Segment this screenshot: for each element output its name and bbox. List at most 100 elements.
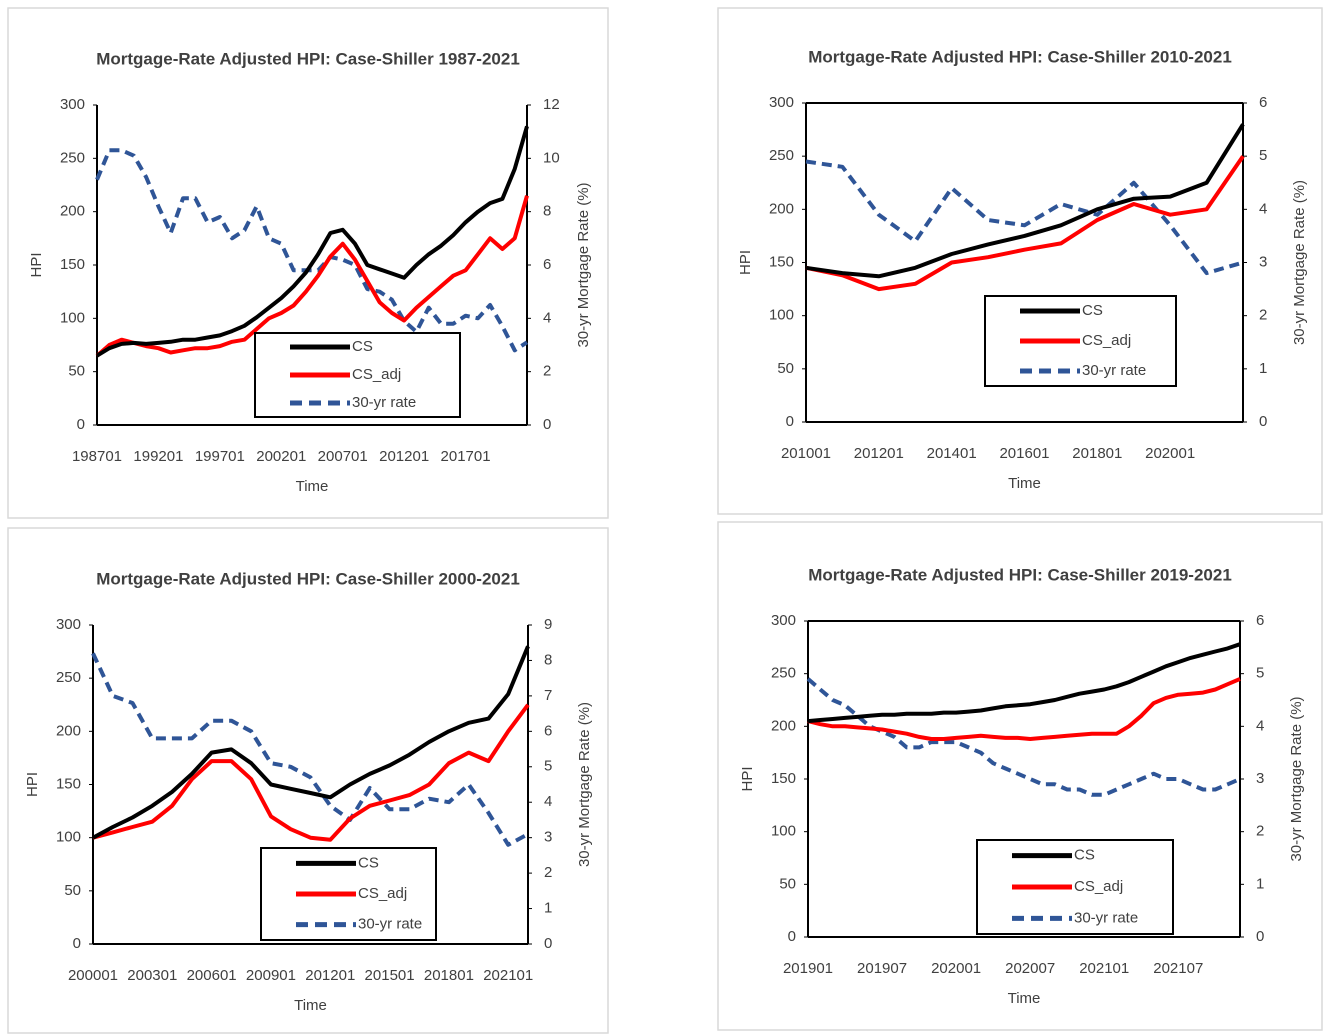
y2-tick-label: 9 [544,616,552,633]
y-tick-label: 250 [56,669,81,686]
x-tick-label: 201801 [1072,445,1122,462]
legend-label: 30-yr rate [358,916,422,933]
y-tick-label: 0 [788,928,796,945]
y-tick-label: 50 [777,360,794,377]
y-tick-label: 150 [60,256,85,273]
series-line [807,677,1241,741]
x-tick-label: 202007 [1005,960,1055,977]
x-tick-label: 199201 [133,448,183,465]
x-axis-label: Time [1008,475,1041,492]
series-line [92,645,530,840]
y2-axis-label: 30-yr Mortgage Rate (%) [1288,696,1305,861]
x-tick-label: 200901 [246,967,296,984]
y2-tick-label: 6 [1259,94,1267,111]
x-tick-label: 200201 [256,448,306,465]
y2-tick-label: 1 [1256,875,1264,892]
y-tick-label: 150 [56,775,81,792]
x-tick-label: 200701 [318,448,368,465]
y2-tick-label: 5 [1256,665,1264,682]
y-tick-label: 150 [771,770,796,787]
y-tick-label: 50 [64,882,81,899]
legend-label: CS [358,854,379,871]
legend-label: 30-yr rate [352,394,416,411]
y2-tick-label: 3 [1256,770,1264,787]
x-tick-label: 201201 [379,448,429,465]
legend-label: CS [1082,302,1103,319]
y-tick-label: 0 [77,416,85,433]
y2-tick-label: 4 [543,309,551,326]
x-tick-label: 200001 [68,967,118,984]
chart-title: Mortgage-Rate Adjusted HPI: Case-Shiller… [808,565,1232,584]
chart-panel: Mortgage-Rate Adjusted HPI: Case-Shiller… [7,527,609,1034]
y2-tick-label: 2 [543,363,551,380]
y-axis-label: HPI [24,772,41,797]
legend-label: CS_adj [358,885,407,902]
y2-tick-label: 7 [544,687,552,704]
y-tick-label: 100 [56,829,81,846]
x-axis-label: Time [294,997,327,1014]
series-line [95,195,529,358]
y2-tick-label: 5 [544,758,552,775]
y-tick-label: 200 [56,722,81,739]
y2-tick-label: 6 [544,722,552,739]
y-tick-label: 250 [769,147,794,164]
x-tick-label: 201201 [305,967,355,984]
y-axis-label: HPI [737,250,754,275]
y2-tick-label: 2 [544,864,552,881]
y2-tick-label: 4 [544,793,552,810]
y-tick-label: 50 [68,363,85,380]
y2-tick-label: 2 [1256,823,1264,840]
y2-tick-label: 4 [1259,200,1267,217]
y-tick-label: 200 [771,717,796,734]
x-tick-label: 202101 [483,967,533,984]
chart-title: Mortgage-Rate Adjusted HPI: Case-Shiller… [96,569,520,588]
chart-title: Mortgage-Rate Adjusted HPI: Case-Shiller… [96,49,520,68]
x-axis-label: Time [296,478,329,495]
legend-label: CS [352,338,373,355]
x-tick-label: 201701 [441,448,491,465]
legend-label: CS_adj [1082,332,1131,349]
series-line [807,642,1241,724]
y2-tick-label: 5 [1259,147,1267,164]
legend-label: CS_adj [352,366,401,383]
y2-tick-label: 0 [543,416,551,433]
series-line [805,155,1245,292]
y2-tick-label: 3 [1259,253,1267,270]
y2-axis-label: 30-yr Mortgage Rate (%) [1291,180,1308,345]
x-tick-label: 200601 [187,967,237,984]
chart-panel: Mortgage-Rate Adjusted HPI: Case-Shiller… [717,7,1323,515]
y2-tick-label: 1 [544,900,552,917]
x-tick-label: 198701 [72,448,122,465]
series-line [95,125,529,358]
y-tick-label: 250 [60,149,85,166]
x-tick-label: 202101 [1079,960,1129,977]
y2-tick-label: 0 [1256,928,1264,945]
y-tick-label: 300 [771,612,796,629]
legend-label: CS [1074,847,1095,864]
series-line [805,159,1244,276]
x-tick-label: 201501 [365,967,415,984]
series-line [805,123,1245,279]
x-tick-label: 201801 [424,967,474,984]
y-tick-label: 300 [56,616,81,633]
x-tick-label: 201201 [854,445,904,462]
y2-tick-label: 10 [543,149,560,166]
x-tick-label: 202001 [931,960,981,977]
y2-axis-label: 30-yr Mortgage Rate (%) [575,182,592,347]
y-tick-label: 0 [73,935,81,952]
x-tick-label: 202107 [1153,960,1203,977]
panel-border [7,7,609,519]
y-tick-label: 300 [769,94,794,111]
series-line [92,703,530,842]
legend-label: 30-yr rate [1074,909,1138,926]
legend-box [984,295,1177,387]
y-tick-label: 300 [60,96,85,113]
y-tick-label: 100 [769,307,794,324]
legend-box [976,839,1174,935]
y-tick-label: 250 [771,665,796,682]
chart-panel: Mortgage-Rate Adjusted HPI: Case-Shiller… [717,521,1323,1031]
y-tick-label: 150 [769,253,794,270]
y-tick-label: 100 [60,309,85,326]
legend-label: CS_adj [1074,878,1123,895]
